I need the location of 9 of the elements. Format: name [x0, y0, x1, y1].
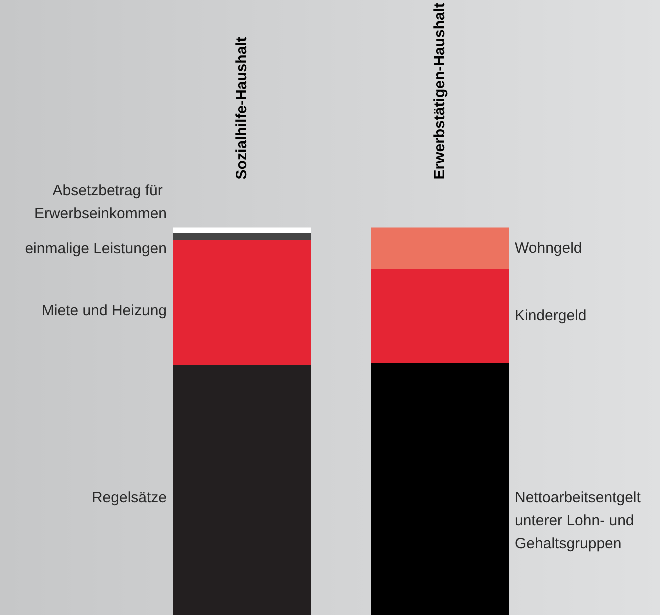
x-tick-label: Erwerbstätigen-Haushalt — [432, 2, 448, 180]
series-label: Nettoarbeitsentgelt unterer Lohn- und Gehaltsgruppen — [515, 490, 646, 553]
x-tick-label: Sozialhilfe-Haushalt — [234, 37, 250, 180]
series-label: Miete und Heizung — [42, 302, 167, 320]
series-label: Wohngeld — [515, 240, 582, 257]
series-label: Regelsätze — [92, 490, 167, 507]
series-label: Absetzbetrag für Erwerbseinkommen — [34, 182, 167, 223]
series-label: Kindergeld — [515, 308, 587, 325]
series-label: einmalige Leistungen — [25, 240, 167, 258]
